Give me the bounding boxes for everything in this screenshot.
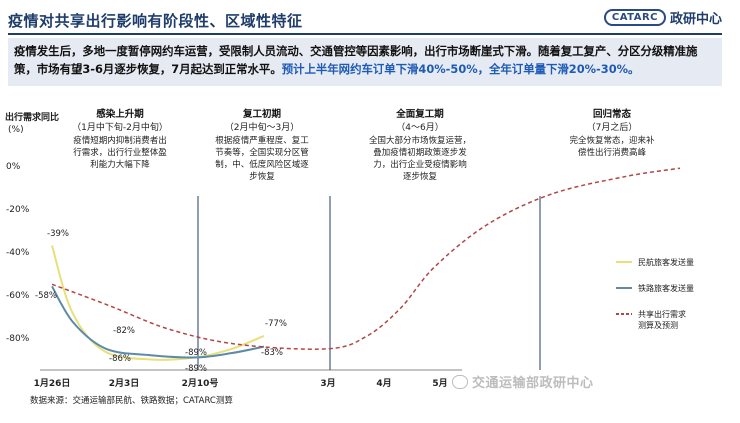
catarc-logo: CATARC 政研中心 [603, 8, 722, 27]
y-tick-label: -40% [6, 248, 30, 258]
phase-description: 力，出行企业受疫情影响 [373, 159, 467, 170]
y-tick-label: 0% [6, 162, 21, 172]
page-title: 疫情对共享出行影响有阶段性、区域性特征 [8, 12, 303, 30]
phase-description: 疫情短期内抑制消费者出 [73, 135, 167, 146]
phase-subtitle: （7月之后） [587, 121, 638, 133]
legend-label: 测算及预测 [638, 320, 678, 330]
series-line-civil-aviation [51, 245, 265, 361]
phase-description: 根据疫情严重程度、复工 [215, 135, 309, 146]
phase-description: 逐步恢复 [403, 171, 438, 182]
legend-label: 共享出行需求 [638, 309, 686, 319]
data-label: -39% [47, 229, 69, 239]
summary-text: 疫情发生后，多地一度暂停网约车运营，受限制人员流动、交通管控等因素影响，出行市场… [14, 44, 698, 76]
x-tick-label: 2月10号 [182, 378, 219, 389]
logo-text: 政研中心 [669, 12, 722, 27]
y-axis-title: 出行需求同比 [5, 111, 59, 123]
legend-label: 铁路旅客发送量 [638, 283, 694, 293]
data-label: -89% [185, 348, 207, 358]
phase-subtitle: （1月中下旬-2月中旬） [72, 121, 168, 133]
phase-description: 全国大部分市场恢复运营， [369, 135, 471, 146]
y-tick-label: -60% [6, 291, 30, 301]
phase-title: 复工初期 [242, 108, 281, 120]
watermark-text: 交通运输部政研中心 [472, 376, 594, 391]
phase-description: 偿性出行消费高峰 [578, 147, 647, 158]
data-label: -77% [265, 319, 287, 329]
phase-title: 感染上升期 [96, 108, 144, 120]
wechat-icon [452, 375, 468, 389]
data-source: 数据来源：交通运输部民航、铁路数据；CATARC测算 [30, 396, 233, 406]
phase-title: 回归常态 [593, 108, 632, 120]
data-label: -86% [109, 354, 131, 364]
phase-description: 节奏等，全国实现分区管 [215, 147, 309, 158]
y-tick-label: -80% [6, 334, 30, 344]
x-tick-label: 2月3日 [109, 378, 140, 389]
logo-badge: CATARC [603, 9, 666, 26]
data-label: -82% [113, 326, 135, 336]
data-label: -58% [35, 291, 57, 301]
phase-description: 完全恢复常态，迎来补 [569, 135, 655, 146]
watermark: 交通运输部政研中心 [452, 372, 594, 391]
x-tick-label: 3月 [320, 378, 335, 389]
data-label: -89% [185, 364, 207, 374]
summary-box: 疫情发生后，多地一度暂停网约车运营，受限制人员流动、交通管控等因素影响，出行市场… [8, 38, 722, 86]
phase-description: 叠加疫情初期政策逐步发 [373, 147, 467, 158]
series-line-shared-mobility [51, 167, 681, 350]
phase-description: 制，中、低度风险区域逐 [215, 159, 309, 170]
y-tick-label: -20% [6, 205, 30, 215]
title-divider [8, 33, 722, 35]
phase-description: 行需求，出行行业整体盈 [73, 147, 167, 158]
series-line-railway [51, 285, 265, 359]
legend-label: 民航旅客发送量 [638, 257, 694, 267]
data-label: -83% [261, 348, 283, 358]
y-axis-unit: (%) [8, 125, 24, 135]
x-tick-label: 5月 [432, 378, 447, 389]
phase-title: 全面复工期 [395, 108, 444, 120]
phase-description: 步恢复 [249, 171, 275, 182]
x-tick-label: 1月26日 [34, 378, 71, 389]
phase-description: 利能力大幅下降 [90, 159, 150, 170]
summary-highlight: 预计上半年网约车订单下滑40%-50%，全年订单量下滑20%-30%。 [281, 62, 640, 76]
phase-subtitle: （4～6月） [396, 122, 443, 133]
x-tick-label: 4月 [376, 378, 391, 389]
phase-subtitle: （2月中旬～3月） [225, 121, 299, 133]
